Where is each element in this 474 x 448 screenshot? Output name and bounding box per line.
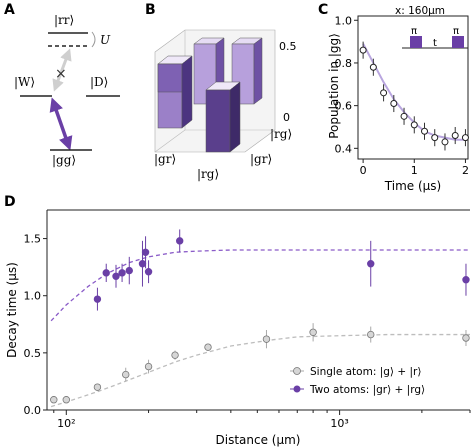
single-atom-point: [204, 343, 212, 351]
two-atoms-point: [144, 268, 153, 276]
bar-gr-gr: [157, 55, 193, 129]
panel-c-axes-frame: [357, 15, 469, 160]
panel-c-xtick-label: 2: [462, 164, 469, 177]
panel-c: C 0.4 0.6 0.8 1.0 0 1 2 Population in |gg⟩ Ti…: [318, 2, 469, 193]
level-gg-label: |gg⟩: [52, 153, 76, 167]
panel-d-ytick-label: 0.5: [24, 347, 42, 360]
panel-d-xtick-label: 10³: [330, 417, 348, 430]
panel-d-ytick-label: 1.5: [24, 233, 42, 246]
panel-d-y-ticks: 0.0 0.5 1.0 1.5: [24, 233, 47, 417]
panel-c-data-point: [410, 121, 418, 129]
panel-d-xtick-label: 10²: [57, 417, 75, 430]
panel-a: A |rr⟩ U × |W⟩ |D⟩ |gg⟩: [4, 2, 120, 167]
panel-d-letter: D: [4, 194, 16, 210]
pulse-gap-label: t: [433, 38, 437, 49]
z-tick-0: 0: [283, 111, 290, 124]
panel-d-ytick-label: 1.0: [24, 290, 42, 303]
blockaded-transition-arrow: [52, 48, 72, 92]
panel-d-ylabel: Decay time (μs): [5, 262, 19, 358]
panel-d-x-ticks: 10² 10³: [53, 410, 471, 430]
panel-c-data-point: [461, 134, 469, 142]
pulse-sequence-inset: x: 160μm π t π: [395, 5, 468, 49]
panel-c-data-point: [451, 132, 459, 140]
panel-c-data-point: [441, 138, 449, 146]
panel-c-data-point: [380, 89, 388, 97]
two-atoms-point: [118, 269, 126, 277]
single-atom-point: [93, 383, 102, 391]
single-atom-point: [462, 334, 470, 342]
two-atoms-point: [462, 276, 470, 284]
basis-label-rg-right: |rg⟩: [270, 127, 292, 141]
panel-c-data-point: [359, 46, 367, 54]
panel-c-letter: C: [318, 2, 328, 18]
pulse-pi-1: [410, 36, 422, 48]
legend-two-label: Two atoms: |gr⟩ + |rg⟩: [309, 384, 425, 396]
panel-c-data-point: [431, 134, 439, 142]
panel-a-letter: A: [4, 2, 15, 18]
two-atoms-point: [102, 269, 110, 277]
legend-single-marker: [293, 367, 301, 375]
panel-d-xlabel: Distance (μm): [216, 433, 301, 447]
panel-d-ytick-label: 0.0: [24, 404, 42, 417]
basis-label-gr-right: |gr⟩: [250, 152, 272, 166]
panel-d-fit-single-atom: [50, 333, 470, 408]
panel-c-ylabel: Population in |gg⟩: [327, 33, 341, 139]
single-atom-point: [262, 335, 271, 343]
single-atom-point: [367, 330, 375, 339]
panel-c-ytick-label: 1.0: [335, 14, 353, 27]
two-atoms-point: [125, 266, 133, 275]
two-atoms-point: [93, 295, 102, 303]
panel-c-data-point: [421, 127, 429, 135]
panel-b-letter: B: [145, 2, 156, 18]
panel-c-x-ticks: 0 1 2: [360, 159, 469, 177]
level-d-label: |D⟩: [90, 75, 108, 89]
single-atom-point: [309, 328, 317, 336]
level-rr-label: |rr⟩: [54, 13, 74, 27]
interaction-brace: [91, 31, 96, 48]
inset-distance-label: x: 160μm: [395, 5, 445, 17]
single-atom-point: [62, 396, 70, 404]
single-atom-point: [122, 370, 130, 379]
panel-c-ytick-label: 0.6: [335, 100, 353, 113]
bar-rg-gr: [205, 81, 241, 153]
single-atom-point: [50, 396, 58, 404]
panel-c-data-point: [369, 63, 377, 71]
z-tick-05: 0.5: [279, 40, 297, 53]
two-atoms-point: [367, 260, 375, 268]
legend-two-marker: [293, 385, 301, 393]
basis-label-rg-left: |rg⟩: [197, 167, 219, 181]
panel-d-fits: [50, 249, 470, 408]
legend-single-label: Single atom: |g⟩ + |r⟩: [310, 366, 421, 378]
panel-d-fit-two-atoms: [50, 249, 470, 322]
panel-c-xtick-label: 0: [360, 164, 367, 177]
two-atoms-point: [138, 260, 147, 268]
panel-b: B 0.5 0: [145, 2, 297, 181]
panel-c-data-point: [390, 100, 398, 108]
panel-d-points: [50, 229, 470, 404]
panel-c-data-point: [400, 112, 408, 120]
pulse-pi-1-label: π: [411, 26, 417, 37]
panel-c-points: [359, 41, 469, 151]
single-atom-point: [171, 351, 179, 359]
two-atoms-point: [112, 272, 120, 280]
plot-box-floor-edge-2: [154, 129, 186, 153]
panel-c-ytick-label: 0.8: [335, 57, 353, 70]
two-atoms-point: [176, 237, 184, 245]
panel-d-legend: Single atom: |g⟩ + |r⟩ Two atoms: |gr⟩ +…: [290, 366, 425, 396]
panel-d: D 0.0 0.5 1.0 1.5 10² 10³ Decay time (μs) Di…: [4, 194, 471, 447]
interaction-u-label: U: [100, 33, 111, 47]
basis-label-gr-left: |gr⟩: [154, 152, 176, 166]
level-w-label: |W⟩: [14, 75, 35, 89]
panel-c-xtick-label: 1: [411, 164, 418, 177]
single-atom-point: [144, 362, 153, 371]
drive-transition-arrow: [49, 97, 73, 151]
panel-c-ytick-label: 0.4: [335, 142, 353, 155]
panel-c-y-ticks: 0.4 0.6 0.8 1.0: [335, 14, 358, 155]
blockade-cross-icon: ×: [55, 66, 67, 82]
panel-c-xlabel: Time (μs): [384, 179, 441, 193]
two-atoms-point: [141, 248, 150, 256]
pulse-pi-2: [452, 36, 464, 48]
pulse-pi-2-label: π: [453, 26, 459, 37]
